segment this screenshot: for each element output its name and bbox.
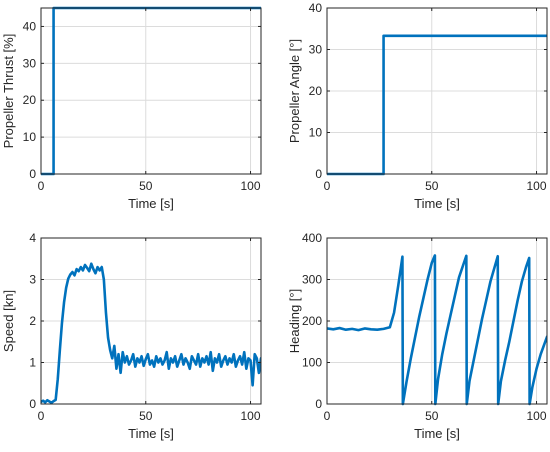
y-axis-label: Heading [°] [287,289,302,353]
y-tick-label: 10 [23,130,37,144]
x-tick-label: 50 [139,179,153,193]
y-tick-label: 30 [309,43,323,57]
x-axis-label: Time [s] [128,426,174,441]
y-tick-label: 400 [302,231,322,245]
y-tick-label: 3 [29,273,36,287]
y-tick-label: 1 [29,356,36,370]
x-axis-label: Time [s] [128,196,174,211]
y-tick-label: 30 [23,56,37,70]
x-tick-label: 50 [425,179,439,193]
y-tick-label: 0 [29,167,36,181]
y-tick-label: 300 [302,273,322,287]
y-tick-label: 0 [29,397,36,411]
subplot-2: 0 50 100 0 10 20 30 40 Time [s] Propeller Angle [… [287,1,548,211]
subplot-3: 0 50 100 0 1 2 3 4 Time [s] Speed [kn] [1,231,262,441]
y-axis-label: Speed [kn] [1,290,16,352]
x-tick-label: 100 [527,179,547,193]
x-tick-label: 50 [425,409,439,423]
x-tick-label: 50 [139,409,153,423]
y-tick-label: 100 [302,356,322,370]
x-axis-label: Time [s] [414,426,460,441]
x-tick-label: 100 [527,409,547,423]
x-tick-label: 0 [324,179,331,193]
y-axis-label: Propeller Thrust [%] [1,34,16,149]
axes-frame [40,7,262,175]
series-line [41,262,261,405]
y-tick-label: 0 [315,167,322,181]
subplot-4: 0 50 100 0 100 200 300 400 Time [s] Heading [°] [287,231,548,441]
series-line [327,254,547,406]
y-tick-label: 40 [23,19,37,33]
y-tick-label: 4 [29,231,36,245]
y-tick-label: 20 [23,93,37,107]
y-axis-label: Propeller Angle [°] [287,39,302,143]
x-tick-label: 100 [241,409,261,423]
y-tick-label: 10 [309,126,323,140]
x-tick-label: 0 [38,409,45,423]
y-tick-label: 20 [309,84,323,98]
y-tick-label: 0 [315,397,322,411]
x-tick-label: 0 [324,409,331,423]
x-tick-label: 100 [241,179,261,193]
x-tick-label: 0 [38,179,45,193]
y-tick-label: 2 [29,314,36,328]
plot-area [41,8,261,174]
subplot-1: 0 50 100 0 10 20 30 40 Time [s] Propeller Thrust … [1,6,262,211]
y-tick-label: 40 [309,1,323,15]
y-tick-label: 200 [302,314,322,328]
x-axis-label: Time [s] [414,196,460,211]
